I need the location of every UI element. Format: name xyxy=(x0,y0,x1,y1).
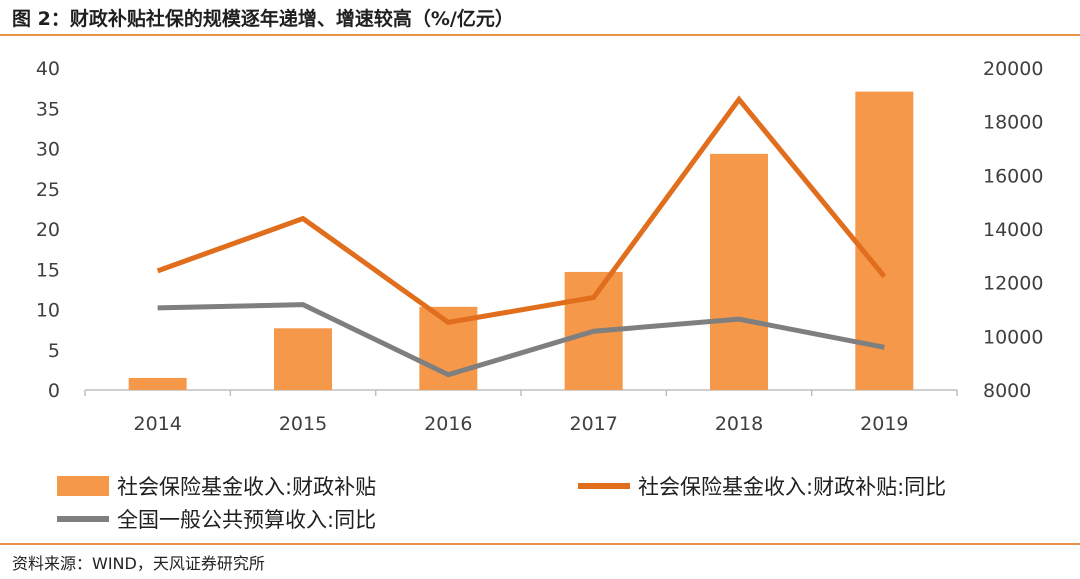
line-subsidy-yoy xyxy=(156,95,887,326)
left-axis-tick-label: 30 xyxy=(36,139,60,161)
right-axis-tick-label: 12000 xyxy=(983,273,1043,295)
left-axis-tick-label: 15 xyxy=(36,259,60,281)
plot-area: 0 5 10 15 20 25 30 35 40 8000 10000 12000 14000 16000… xyxy=(36,58,1044,435)
bottom-rule xyxy=(0,543,1080,545)
x-axis-tick-label: 2016 xyxy=(424,413,472,435)
legend: 社会保险基金收入:财政补贴 社会保险基金收入:财政补贴:同比 全国一般公共预算收… xyxy=(57,475,946,532)
figure-title: 图 2：财政补贴社保的规模逐年递增、增速较高（%/亿元） xyxy=(12,8,514,30)
left-axis-tick-label: 5 xyxy=(48,340,60,362)
legend-label-bar: 社会保险基金收入:财政补贴 xyxy=(117,475,376,499)
line-budget-revenue-yoy xyxy=(157,302,885,378)
left-axis-tick-label: 10 xyxy=(36,300,60,322)
left-axis-tick-label: 0 xyxy=(48,380,60,402)
bar-2019 xyxy=(855,91,914,390)
x-axis-tick-label: 2017 xyxy=(569,413,617,435)
bar-2015 xyxy=(274,328,332,390)
x-axis-tick-label: 2014 xyxy=(133,413,181,435)
right-axis-tick-label: 8000 xyxy=(983,380,1031,402)
x-axis-tick-label: 2018 xyxy=(715,413,763,435)
bar-2014 xyxy=(128,377,187,390)
left-axis-tick-label: 35 xyxy=(36,98,60,120)
right-axis-tick-label: 14000 xyxy=(983,219,1043,241)
right-axis-tick-label: 10000 xyxy=(983,326,1043,348)
left-axis-tick-label: 20 xyxy=(36,219,60,241)
left-axis-tick-label: 25 xyxy=(36,179,60,201)
left-axis-tick-label: 40 xyxy=(36,58,60,80)
legend-swatch-bar xyxy=(57,476,109,496)
bar-2018 xyxy=(710,153,768,390)
top-rule xyxy=(0,34,1080,36)
x-axis-tick-label: 2015 xyxy=(279,413,327,435)
source-note: 资料来源：WIND，天风证券研究所 xyxy=(12,554,265,573)
right-axis-tick-label: 18000 xyxy=(983,112,1043,134)
right-axis-tick-label: 20000 xyxy=(983,58,1043,80)
right-axis-tick-label: 16000 xyxy=(983,165,1043,187)
legend-label-subsidy-yoy: 社会保险基金收入:财政补贴:同比 xyxy=(638,475,946,499)
x-axis-tick-label: 2019 xyxy=(860,413,908,435)
legend-label-budget-yoy: 全国一般公共预算收入:同比 xyxy=(117,508,376,532)
